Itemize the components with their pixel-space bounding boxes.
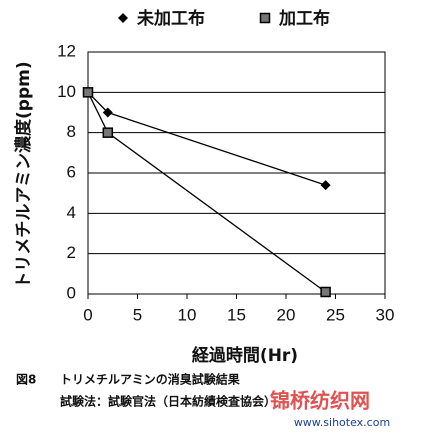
- y-tick-label: 0: [67, 283, 76, 302]
- legend-marker: [259, 12, 271, 24]
- y-tick-label: 12: [57, 41, 76, 60]
- x-tick-label: 10: [178, 305, 197, 324]
- marker-square: [102, 127, 114, 138]
- y-axis-label: トリメチルアミン濃度(ppm): [13, 61, 34, 288]
- watermark-name: 锦桥纺织网: [270, 389, 370, 413]
- caption-title: トリメチルアミンの消臭試験結果: [60, 372, 240, 387]
- y-tick-label: 6: [67, 162, 76, 181]
- y-tick-label: 4: [67, 203, 76, 222]
- series-line: [87, 91, 326, 186]
- caption-method: 試験法：試験官法（日本紡績検査協会）: [60, 394, 276, 409]
- x-tick-label: 15: [227, 305, 246, 324]
- y-tick-label: 10: [57, 82, 76, 101]
- legend-label: 加工布: [278, 8, 330, 29]
- legend-marker: [118, 13, 128, 23]
- marker-square: [320, 286, 331, 298]
- x-tick-label: 25: [326, 305, 345, 324]
- series-line: [87, 92, 326, 293]
- x-tick-label: 20: [277, 305, 296, 324]
- watermark-url: www.sihotex.com: [294, 416, 390, 429]
- x-tick-label: 5: [133, 305, 142, 324]
- x-axis-label: 経過時間(Hr): [192, 345, 298, 366]
- x-tick-label: 30: [376, 305, 395, 324]
- y-tick-label: 8: [67, 122, 76, 141]
- caption-number: 図8: [16, 373, 36, 387]
- legend-label: 未加工布: [136, 8, 205, 29]
- marker-diamond: [102, 107, 113, 118]
- y-tick-label: 2: [67, 243, 76, 262]
- marker-square: [82, 87, 94, 98]
- x-tick-label: 0: [83, 305, 92, 324]
- marker-diamond: [320, 180, 331, 191]
